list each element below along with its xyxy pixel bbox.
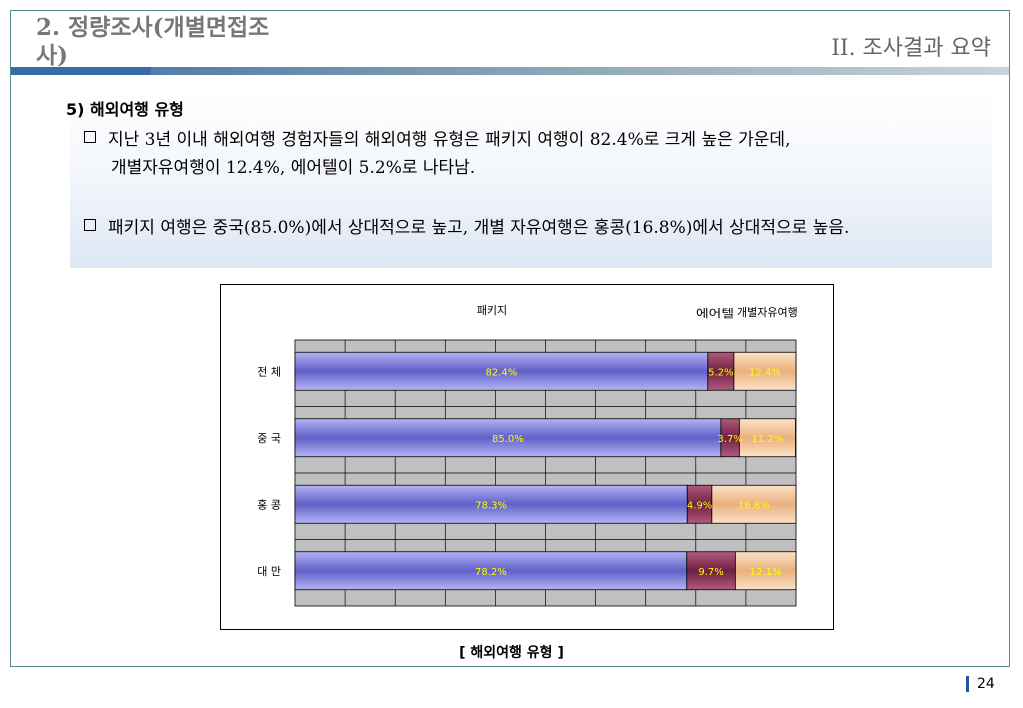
data-label: 78.2% — [475, 567, 507, 578]
checkbox-bullet-icon — [84, 219, 96, 231]
bar-independent — [711, 484, 797, 524]
data-label: 12.4% — [749, 367, 781, 378]
bullet-1-line-1: 지난 3년 이내 해외여행 경험자들의 해외여행 유형은 패키지 여행이 82.… — [108, 130, 791, 150]
category-label: 홍 콩 — [257, 497, 281, 511]
bar-package — [294, 418, 722, 458]
chapter-title: II. 조사결과 요약 — [831, 36, 991, 61]
header-divider-accent — [11, 67, 151, 75]
data-label: 9.7% — [698, 567, 723, 578]
bar-package — [294, 551, 688, 591]
page-number-marker — [966, 676, 969, 692]
summary-bullet-1: 지난 3년 이내 해외여행 경험자들의 해외여행 유형은 패키지 여행이 82.… — [84, 126, 984, 182]
summary-bullet-2: 패키지 여행은 중국(85.0%)에서 상대적으로 높고, 개별 자유여행은 홍… — [84, 214, 984, 242]
data-label: 12.1% — [750, 567, 782, 578]
legend-label-independent: 개별자유여행 — [737, 306, 798, 319]
bar-airtel — [686, 551, 736, 591]
section-title: 2. 정량조사(개별면접조사) — [36, 14, 270, 69]
category-label: 전 체 — [257, 365, 281, 378]
header-divider — [11, 67, 1009, 75]
data-label: 16.8% — [738, 500, 770, 511]
chart-caption: [ 해외여행 유형 ] — [459, 645, 564, 661]
page-number: 24 — [977, 676, 995, 692]
data-label: 78.3% — [475, 500, 507, 511]
summary-box — [70, 94, 992, 268]
bar-airtel — [707, 351, 735, 391]
data-label: 11.2% — [752, 434, 784, 445]
bullet-1-line-2: 개별자유여행이 12.4%, 에어텔이 5.2%로 나타남. — [111, 158, 476, 178]
stacked-bar-chart: 전 체 82.4% 5.2% 12.4% 중 국 85.0% 3.7% 11.2% 홍 콩 78.… — [257, 304, 798, 607]
category-label: 중 국 — [257, 432, 281, 445]
bar-package — [294, 484, 688, 524]
checkbox-bullet-icon — [84, 131, 96, 143]
bar-independent — [734, 551, 797, 591]
data-label: 5.2% — [708, 367, 733, 378]
data-label: 82.4% — [486, 367, 518, 378]
bar-independent — [733, 351, 797, 391]
bullet-2-line-1: 패키지 여행은 중국(85.0%)에서 상대적으로 높고, 개별 자유여행은 홍… — [108, 218, 850, 238]
data-label: 85.0% — [492, 434, 524, 445]
summary-subheading: 5) 해외여행 유형 — [66, 100, 184, 119]
category-label: 대 만 — [257, 565, 281, 578]
bar-package — [294, 351, 709, 391]
page-frame — [10, 10, 1010, 667]
data-label: 4.9% — [687, 500, 712, 511]
legend-label-package: 패키지 — [477, 304, 507, 317]
legend-label-airtel: 에어텔 — [696, 307, 734, 320]
data-label: 3.7% — [717, 434, 742, 445]
bar-independent — [738, 418, 796, 458]
